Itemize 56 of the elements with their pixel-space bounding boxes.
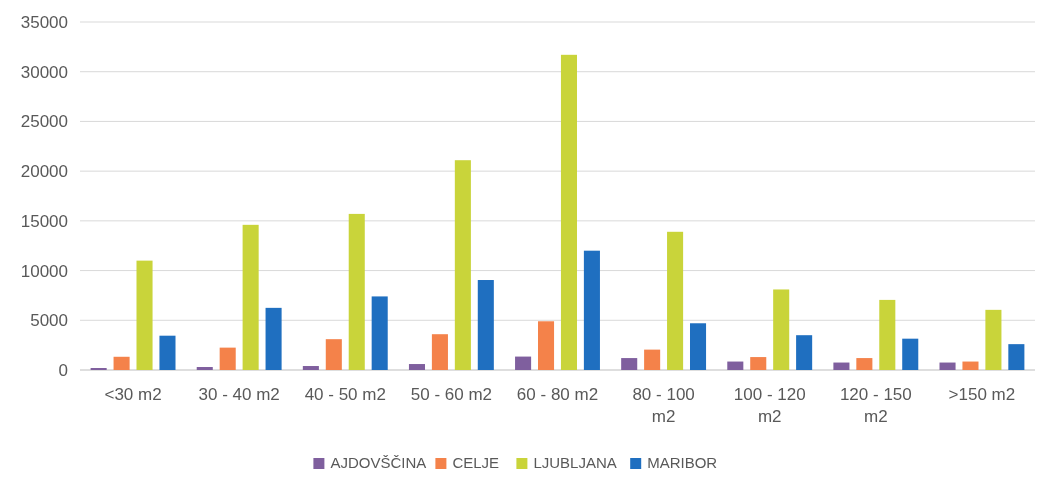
x-tick-label: >150 m2 xyxy=(948,385,1016,404)
legend-label: MARIBOR xyxy=(647,454,718,471)
x-tick-label: <30 m2 xyxy=(104,385,162,404)
bar xyxy=(902,338,919,370)
legend-label: LJUBLJANA xyxy=(533,454,617,471)
bar xyxy=(750,357,767,370)
bar xyxy=(560,54,577,370)
bar xyxy=(690,323,707,370)
bar xyxy=(667,231,684,370)
bar xyxy=(196,367,213,370)
bar xyxy=(962,361,979,370)
bar xyxy=(939,362,956,370)
bar xyxy=(583,250,600,370)
bar xyxy=(113,356,130,370)
y-tick-label: 0 xyxy=(58,360,68,380)
bar xyxy=(796,335,813,370)
x-tick-label: 100 - 120 m2 xyxy=(733,385,806,426)
bar xyxy=(265,307,282,370)
bar xyxy=(773,289,790,370)
legend-label: CELJE xyxy=(452,454,500,471)
bar xyxy=(1008,344,1025,370)
x-tick-label: 30 - 40 m2 xyxy=(198,385,280,404)
bar xyxy=(454,160,471,370)
bar xyxy=(538,321,555,370)
x-tick-label: 50 - 60 m2 xyxy=(410,385,493,404)
bar xyxy=(242,224,259,370)
bar xyxy=(727,361,744,370)
y-tick-label: 5000 xyxy=(30,311,68,331)
bar xyxy=(621,358,638,370)
bar xyxy=(985,309,1002,370)
bar xyxy=(833,362,850,370)
y-tick-label: 25000 xyxy=(20,112,68,132)
y-tick-label: 30000 xyxy=(20,62,68,82)
bar xyxy=(371,296,388,370)
x-tick-label: 80 - 100 m2 xyxy=(632,385,695,426)
bar xyxy=(431,334,448,370)
y-tick-label: 20000 xyxy=(20,162,68,182)
bar xyxy=(348,213,365,370)
bar xyxy=(644,349,661,370)
bar xyxy=(219,347,236,370)
bar xyxy=(159,335,176,370)
bar xyxy=(515,356,532,370)
bar xyxy=(302,366,319,370)
y-tick-label: 15000 xyxy=(20,211,68,231)
legend-label: AJDOVŠČINA xyxy=(330,454,427,471)
y-tick-label: 10000 xyxy=(20,261,68,281)
bar xyxy=(136,260,153,370)
bar xyxy=(879,299,896,370)
x-tick-label: 120 - 150 m2 xyxy=(839,385,912,426)
y-tick-label: 35000 xyxy=(20,12,68,32)
bar xyxy=(408,364,425,370)
bar xyxy=(856,358,873,370)
bar xyxy=(477,280,494,370)
x-tick-label: 40 - 50 m2 xyxy=(304,385,386,404)
x-tick-label: 60 - 80 m2 xyxy=(516,385,599,404)
bar xyxy=(325,339,342,370)
